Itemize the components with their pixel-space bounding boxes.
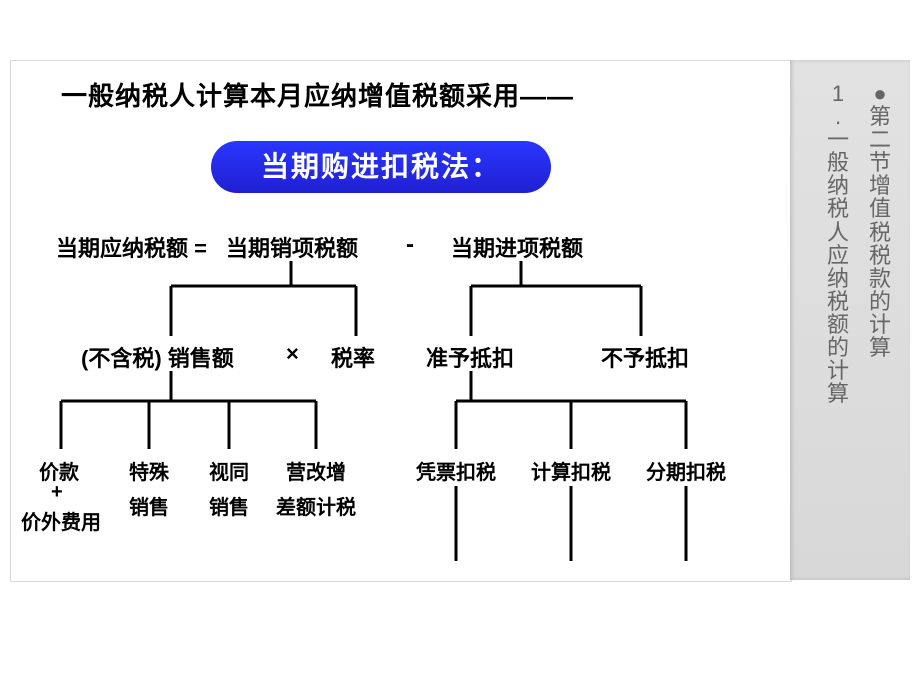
input-deny: 不予抵扣 — [601, 341, 689, 373]
slide-title: 一般纳税人计算本月应纳增值税额采用—— — [61, 76, 574, 113]
connector-lines — [11, 61, 791, 581]
method-pill: 当期购进扣税法： — [211, 141, 551, 193]
input-leaf-2: 计算扣税 — [531, 456, 611, 485]
formula-minus: - — [406, 231, 414, 259]
sales-leaf-2a: 特殊 — [129, 456, 169, 485]
sales-times: × — [286, 341, 299, 367]
sales-leaf-3a: 视同 — [209, 456, 249, 485]
sales-amount: (不含税) 销售额 — [81, 341, 234, 373]
input-allow: 准予抵扣 — [426, 341, 514, 373]
sales-leaf-4a: 营改增 — [286, 456, 346, 485]
sidebar-col-1: ●第二节 增值税税款的计算 — [868, 82, 892, 359]
sales-leaf-1c: 价外费用 — [21, 506, 101, 535]
sales-rate: 税率 — [331, 341, 375, 373]
sales-leaf-3b: 销售 — [209, 491, 249, 520]
formula-lhs: 当期应纳税额 = — [56, 231, 207, 263]
formula-term1: 当期销项税额 — [226, 231, 358, 263]
sales-leaf-4b: 差额计税 — [276, 491, 356, 520]
sidebar-col-2: 1. 一般纳税人应纳税额的计算 — [826, 82, 850, 405]
sales-leaf-1b: + — [51, 481, 63, 504]
input-leaf-1: 凭票扣税 — [416, 456, 496, 485]
sales-leaf-2b: 销售 — [129, 491, 169, 520]
sidebar: ●第二节 增值税税款的计算 1. 一般纳税人应纳税额的计算 — [790, 60, 910, 580]
formula-term2: 当期进项税额 — [451, 231, 583, 263]
input-leaf-3: 分期扣税 — [646, 456, 726, 485]
